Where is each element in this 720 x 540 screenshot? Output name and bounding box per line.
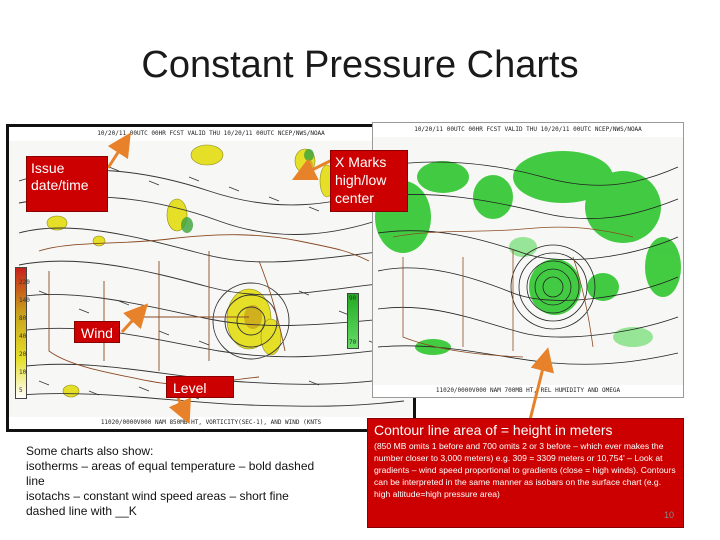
map-700mb-graphic [373, 137, 683, 385]
callout-issue-date: Issue date/time [26, 156, 108, 212]
callout-contour-title: Contour line area of = height in meters [374, 422, 613, 438]
map-700mb-footer: 11020/0000V000 NAM 700MB HT, REL HUMIDIT… [373, 385, 683, 397]
callout-x-marks: X Marks high/low center [330, 150, 408, 212]
colorbar-label: 20 [19, 351, 27, 358]
callout-wind: Wind [74, 321, 120, 343]
callout-level: Level [166, 376, 234, 398]
map-700mb: 10/20/11 00UTC 00HR FCST VALID THU 10/20… [372, 122, 684, 398]
notes-line: Some charts also show: [26, 444, 154, 458]
map-700mb-header: 10/20/11 00UTC 00HR FCST VALID THU 10/20… [373, 123, 683, 137]
arrow-issue [106, 132, 131, 169]
vorticity-colorbar [15, 267, 27, 399]
side-bar-label: 70 [349, 339, 357, 346]
slide-number: 10 [664, 510, 675, 520]
arrow-wind [120, 303, 149, 334]
map-850mb-footer: 11020/0000V000 NAM 850MB HT, VORTICITY(S… [9, 417, 413, 429]
slide-title: Constant Pressure Charts [141, 44, 579, 86]
colorbar-label: 220 [19, 279, 30, 286]
colorbar-label: 80 [19, 315, 27, 322]
arrow-contour [528, 347, 555, 421]
arrow-x-marks [291, 158, 333, 181]
arrow-level [168, 397, 191, 425]
callout-contour: Contour line area of = height in meters … [367, 418, 684, 528]
side-bar-label: 90 [349, 295, 357, 302]
notes-line: isotachs – constant wind speed areas – s… [26, 489, 289, 518]
humidity-side-bar [347, 293, 359, 349]
colorbar-label: 40 [19, 333, 27, 340]
colorbar-label: 5 [19, 387, 23, 394]
callout-contour-body: (850 MB omits 1 before and 700 omits 2 o… [374, 441, 676, 499]
notes-text: Some charts also show: isotherms – areas… [26, 444, 326, 519]
notes-line: isotherms – areas of equal temperature –… [26, 459, 315, 488]
colorbar-label: 140 [19, 297, 30, 304]
colorbar-label: 10 [19, 369, 27, 376]
